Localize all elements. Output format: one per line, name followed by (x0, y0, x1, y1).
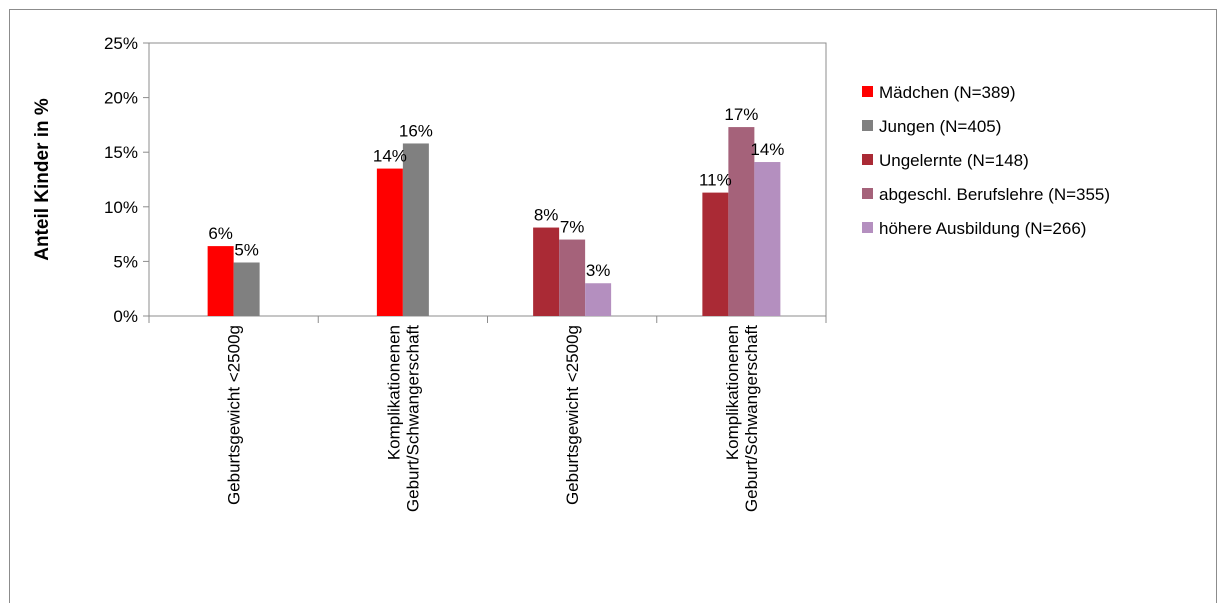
y-tick-label: 5% (113, 252, 138, 271)
legend-swatch (862, 86, 873, 97)
data-label: 6% (208, 224, 233, 243)
data-label: 14% (373, 147, 407, 166)
data-label: 3% (586, 261, 611, 280)
legend-swatch (862, 188, 873, 199)
x-tick-label: Komplikationenen (723, 325, 742, 460)
bar (585, 283, 612, 316)
data-label: 14% (750, 140, 784, 159)
chart-frame (9, 9, 1217, 603)
x-tick-label: Geburt/Schwangerschaft (403, 325, 422, 512)
legend-swatch (862, 222, 873, 233)
bar (207, 246, 234, 316)
legend-swatch (862, 120, 873, 131)
bar (754, 162, 781, 316)
legend-label: Ungelernte (N=148) (879, 151, 1029, 170)
bar (728, 127, 755, 316)
legend-label: Jungen (N=405) (879, 117, 1001, 136)
legend-label: höhere Ausbildung (N=266) (879, 219, 1086, 238)
bar (533, 227, 560, 316)
bar (233, 262, 260, 316)
y-tick-label: 20% (104, 89, 138, 108)
data-label: 8% (534, 206, 559, 225)
x-tick-label: Geburt/Schwangerschaft (742, 325, 761, 512)
bar (702, 192, 729, 316)
data-label: 11% (699, 171, 732, 190)
data-label: 5% (234, 240, 259, 259)
y-tick-label: 0% (113, 307, 138, 326)
y-axis-title: Anteil Kinder in % (32, 98, 53, 261)
bar (402, 143, 429, 316)
bar (559, 239, 586, 316)
legend-label: Mädchen (N=389) (879, 83, 1016, 102)
legend-label: abgeschl. Berufslehre (N=355) (879, 185, 1110, 204)
data-label: 16% (399, 121, 433, 140)
x-tick-label: Komplikationenen (384, 325, 403, 460)
x-tick-label: Geburtsgewicht <2500g (563, 325, 582, 505)
data-label: 7% (560, 218, 585, 237)
y-tick-label: 10% (104, 198, 138, 217)
y-tick-label: 15% (104, 143, 138, 162)
data-label: 17% (724, 105, 758, 124)
y-tick-label: 25% (104, 34, 138, 53)
legend-swatch (862, 154, 873, 165)
bar (376, 168, 403, 316)
x-tick-label: Geburtsgewicht <2500g (225, 325, 244, 505)
